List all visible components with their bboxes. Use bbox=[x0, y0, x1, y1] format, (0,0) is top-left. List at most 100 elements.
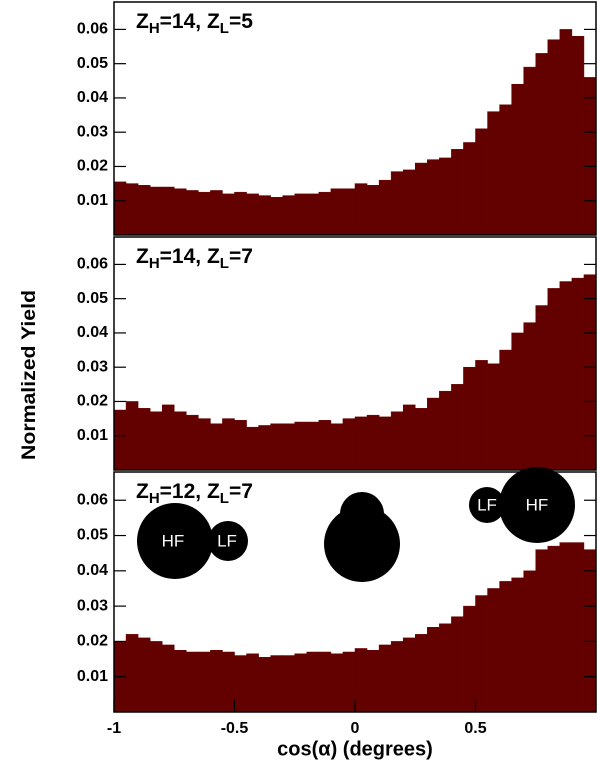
bar bbox=[500, 105, 512, 235]
blob bbox=[340, 492, 384, 536]
bar bbox=[307, 652, 319, 712]
bar bbox=[439, 158, 451, 235]
y-tick-label: 0.06 bbox=[77, 21, 108, 38]
bar bbox=[222, 419, 234, 470]
bar bbox=[295, 422, 307, 470]
bar bbox=[476, 596, 488, 712]
bar bbox=[186, 415, 198, 470]
bar bbox=[560, 282, 572, 470]
bar bbox=[488, 588, 500, 712]
bar bbox=[548, 40, 560, 235]
bar bbox=[367, 185, 379, 235]
bar bbox=[295, 194, 307, 235]
panel-label-part: Z bbox=[136, 245, 149, 268]
bar bbox=[403, 405, 415, 470]
bar bbox=[379, 645, 391, 712]
annotation: HF bbox=[526, 495, 549, 514]
bar bbox=[150, 412, 162, 470]
panel-label-part: H bbox=[149, 20, 160, 37]
bar bbox=[536, 53, 548, 235]
bar bbox=[222, 194, 234, 235]
bar bbox=[210, 424, 222, 470]
panel-label: ZH=14, ZL=7 bbox=[136, 245, 253, 272]
bar bbox=[367, 650, 379, 712]
bar bbox=[476, 360, 488, 470]
annotation: HF bbox=[162, 531, 185, 550]
bar bbox=[427, 398, 439, 470]
bar bbox=[536, 550, 548, 712]
bar bbox=[403, 170, 415, 235]
bar bbox=[319, 652, 331, 712]
bar bbox=[150, 641, 162, 712]
y-tick-label: 0.06 bbox=[77, 256, 108, 273]
y-tick-label: 0.05 bbox=[77, 527, 108, 544]
y-tick-label: 0.01 bbox=[77, 192, 108, 209]
bar bbox=[259, 425, 271, 470]
bar bbox=[451, 617, 463, 712]
bar bbox=[439, 391, 451, 470]
bar bbox=[415, 163, 427, 235]
panel-label: ZH=12, ZL=7 bbox=[136, 480, 253, 507]
bar bbox=[403, 638, 415, 712]
y-tick-label: 0.03 bbox=[77, 597, 108, 614]
panel-label-part: H bbox=[149, 255, 160, 272]
bar bbox=[524, 67, 536, 235]
bar bbox=[259, 657, 271, 712]
panel-label-part: =12, Z bbox=[160, 480, 220, 503]
y-tick-label: 0.03 bbox=[77, 123, 108, 140]
y-tick-label: 0.05 bbox=[77, 290, 108, 307]
bar bbox=[463, 367, 475, 470]
panel-label-part: =7 bbox=[229, 245, 253, 268]
bar bbox=[488, 364, 500, 470]
bar bbox=[391, 412, 403, 470]
bar bbox=[343, 419, 355, 470]
bar bbox=[427, 160, 439, 235]
bar bbox=[391, 172, 403, 235]
bar bbox=[584, 275, 596, 470]
bar bbox=[548, 546, 560, 712]
y-tick-label: 0.01 bbox=[77, 668, 108, 685]
panel-label-part: Z bbox=[136, 480, 149, 503]
bar bbox=[198, 652, 210, 712]
y-axis-label: Normalized Yield bbox=[19, 290, 40, 460]
bar bbox=[198, 419, 210, 470]
bar bbox=[391, 641, 403, 712]
x-tick-label: 0 bbox=[351, 720, 360, 737]
bar bbox=[536, 306, 548, 470]
bar bbox=[463, 606, 475, 712]
bar bbox=[331, 654, 343, 712]
bar bbox=[415, 634, 427, 712]
bar bbox=[174, 412, 186, 470]
panel-label-part: =14, Z bbox=[160, 10, 220, 33]
bar bbox=[512, 578, 524, 712]
x-tick-label: 0.5 bbox=[464, 720, 486, 737]
y-tick-label: 0.02 bbox=[77, 393, 108, 410]
panel-label-part: =7 bbox=[229, 480, 253, 503]
bar bbox=[572, 543, 584, 712]
bar bbox=[138, 638, 150, 712]
annotation: LF bbox=[477, 495, 497, 514]
panel-label-part: =14, Z bbox=[160, 245, 220, 268]
bar bbox=[259, 196, 271, 235]
bar bbox=[560, 543, 572, 712]
bar bbox=[235, 420, 247, 470]
bar bbox=[355, 184, 367, 235]
annotation: LF bbox=[217, 531, 237, 550]
bar bbox=[379, 417, 391, 470]
bar bbox=[439, 624, 451, 712]
bar bbox=[114, 182, 126, 235]
y-tick-label: 0.02 bbox=[77, 633, 108, 650]
bar bbox=[150, 187, 162, 235]
bar bbox=[451, 149, 463, 235]
bar bbox=[271, 656, 283, 712]
chart: Normalized Yield cos(α) (degrees) 0.010.… bbox=[0, 0, 598, 770]
bar bbox=[572, 36, 584, 235]
bar bbox=[222, 652, 234, 712]
bar bbox=[584, 77, 596, 235]
bar bbox=[415, 408, 427, 470]
bar bbox=[319, 192, 331, 235]
bar bbox=[307, 422, 319, 470]
panel-label: ZH=14, ZL=5 bbox=[136, 10, 253, 37]
y-tick-label: 0.04 bbox=[77, 324, 108, 341]
bar bbox=[174, 650, 186, 712]
